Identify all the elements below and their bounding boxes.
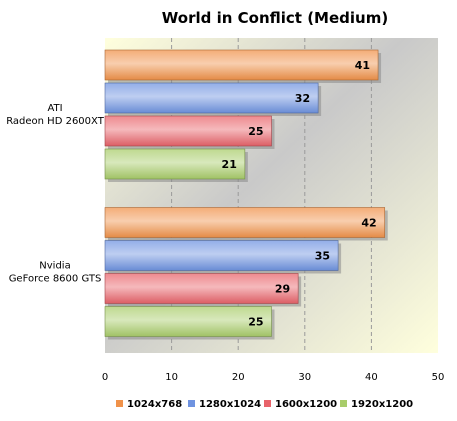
bar — [104, 240, 339, 271]
bar — [104, 306, 272, 337]
x-tick-label: 0 — [102, 372, 108, 383]
data-label: 29 — [275, 283, 290, 296]
legend-label: 1024x768 — [127, 399, 182, 410]
category-label: ATI — [47, 103, 62, 114]
legend-swatch — [264, 400, 271, 407]
bar — [104, 207, 386, 238]
bar — [104, 148, 246, 180]
legend-swatch — [340, 400, 347, 407]
category-labels: ATI Radeon HD 2600XT Nvidia GeForce 8600 GT… — [6, 103, 105, 285]
x-tick-label: 20 — [232, 372, 245, 383]
category-label: GeForce 8600 GTS — [9, 273, 102, 284]
x-tick-label: 50 — [432, 372, 445, 383]
data-label: 41 — [355, 59, 370, 72]
legend-swatch — [188, 400, 195, 407]
bar — [104, 49, 379, 81]
x-tick-label: 10 — [165, 372, 178, 383]
x-axis: 0 10 20 30 40 50 — [102, 372, 445, 383]
x-tick-label: 30 — [298, 372, 311, 383]
data-label: 21 — [222, 158, 237, 171]
data-label: 25 — [248, 125, 263, 138]
x-tick-label: 40 — [365, 372, 378, 383]
category-label: Nvidia — [39, 260, 70, 271]
data-label: 42 — [361, 217, 376, 230]
bars: 41 32 25 21 42 35 29 25 — [104, 49, 388, 340]
legend-label: 1280x1024 — [199, 399, 261, 410]
bar — [104, 273, 299, 304]
data-label: 25 — [248, 316, 263, 329]
bar — [104, 82, 319, 114]
legend-swatch — [116, 400, 123, 407]
legend-label: 1600x1200 — [275, 399, 337, 410]
data-label: 35 — [315, 250, 330, 263]
category-label: Radeon HD 2600XT — [6, 116, 105, 127]
legend-label: 1920x1200 — [351, 399, 413, 410]
legend: 1024x768 1280x1024 1600x1200 1920x1200 — [116, 399, 413, 410]
chart-title: World in Conflict (Medium) — [162, 9, 388, 27]
bar — [104, 115, 272, 147]
data-label: 32 — [295, 92, 310, 105]
